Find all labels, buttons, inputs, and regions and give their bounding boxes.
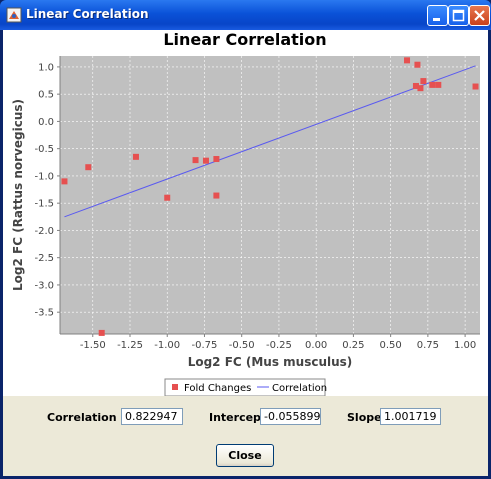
data-point — [404, 57, 411, 64]
x-tick-label: 0.75 — [417, 340, 439, 351]
slope-field[interactable]: 1.001719 — [380, 408, 441, 425]
x-tick-label: -1.00 — [154, 340, 180, 351]
correlation-label: Correlation (r) — [47, 411, 136, 424]
data-point — [213, 192, 220, 199]
slope-label: Slope — [347, 411, 382, 424]
java-app-icon — [6, 7, 22, 23]
data-point — [435, 81, 442, 88]
chart-title: Linear Correlation — [163, 30, 326, 49]
data-point — [429, 81, 436, 88]
chart-panel: Linear Correlation -1.50 -1.25 -1.00 -0.75-… — [3, 30, 488, 397]
data-point — [420, 78, 427, 85]
data-point — [414, 61, 421, 68]
data-point — [192, 157, 199, 164]
title-bar[interactable]: Linear Correlation — [0, 0, 491, 30]
y-tick-label: 0.5 — [38, 90, 54, 101]
legend-correlation: Correlation — [272, 383, 327, 394]
data-point — [412, 82, 419, 89]
x-tick-label: -0.50 — [229, 340, 255, 351]
legend: Fold Changes Correlation — [164, 378, 327, 397]
correlation-field[interactable]: 0.822947 — [121, 408, 183, 425]
y-axis-label: Log2 FC (Rattus norvegicus) — [11, 99, 25, 291]
scatter-chart: Linear Correlation -1.50 -1.25 -1.00 -0.75-… — [11, 30, 480, 397]
y-tick-label: -1.0 — [34, 171, 54, 182]
close-window-button[interactable] — [469, 5, 490, 26]
x-tick-label: 1.00 — [454, 340, 476, 351]
y-tick-label: -2.5 — [34, 253, 54, 264]
x-axis-label: Log2 FC (Mus musculus) — [188, 355, 353, 369]
intercept-field[interactable]: -0.0558992 — [260, 408, 321, 425]
y-tick-label: -0.5 — [34, 144, 54, 155]
legend-points-swatch — [172, 384, 178, 390]
legend-fold-changes: Fold Changes — [184, 383, 251, 394]
data-point — [213, 156, 220, 163]
data-point — [164, 194, 171, 201]
y-tick-label: -1.5 — [34, 199, 54, 210]
data-point — [98, 329, 105, 336]
data-point — [85, 164, 92, 171]
data-point — [472, 83, 479, 90]
y-tick-label: -3.0 — [34, 280, 54, 291]
intercept-label: Intercept — [209, 411, 267, 424]
data-point — [132, 153, 139, 160]
data-point — [202, 157, 209, 164]
y-tick-label: 0.0 — [38, 117, 54, 128]
dialog-content: Linear Correlation -1.50 -1.25 -1.00 -0.75-… — [3, 30, 488, 476]
x-tick-label: 0.50 — [380, 340, 402, 351]
plot-area — [60, 56, 480, 334]
x-tick-label: -1.25 — [117, 340, 143, 351]
maximize-icon — [452, 9, 465, 22]
y-tick-label: -2.0 — [34, 226, 54, 237]
maximize-button[interactable] — [448, 5, 469, 26]
x-tick-label: 0.00 — [305, 340, 327, 351]
close-icon — [474, 10, 485, 21]
x-tick-label: -0.25 — [266, 340, 292, 351]
results-footer: Correlation (r) 0.822947 Intercept -0.05… — [3, 396, 488, 476]
minimize-button[interactable] — [427, 5, 448, 26]
window-title: Linear Correlation — [26, 7, 149, 21]
x-tick-label: -1.50 — [80, 340, 106, 351]
correlation-line — [64, 65, 476, 218]
data-point — [61, 178, 68, 185]
close-button[interactable]: Close — [216, 444, 274, 467]
minimize-icon — [433, 18, 440, 21]
y-tick-label: -3.5 — [34, 308, 54, 319]
x-tick-label: -0.75 — [192, 340, 218, 351]
data-point — [417, 85, 424, 92]
x-tick-label: 0.25 — [342, 340, 364, 351]
y-tick-label: 1.0 — [38, 62, 54, 73]
